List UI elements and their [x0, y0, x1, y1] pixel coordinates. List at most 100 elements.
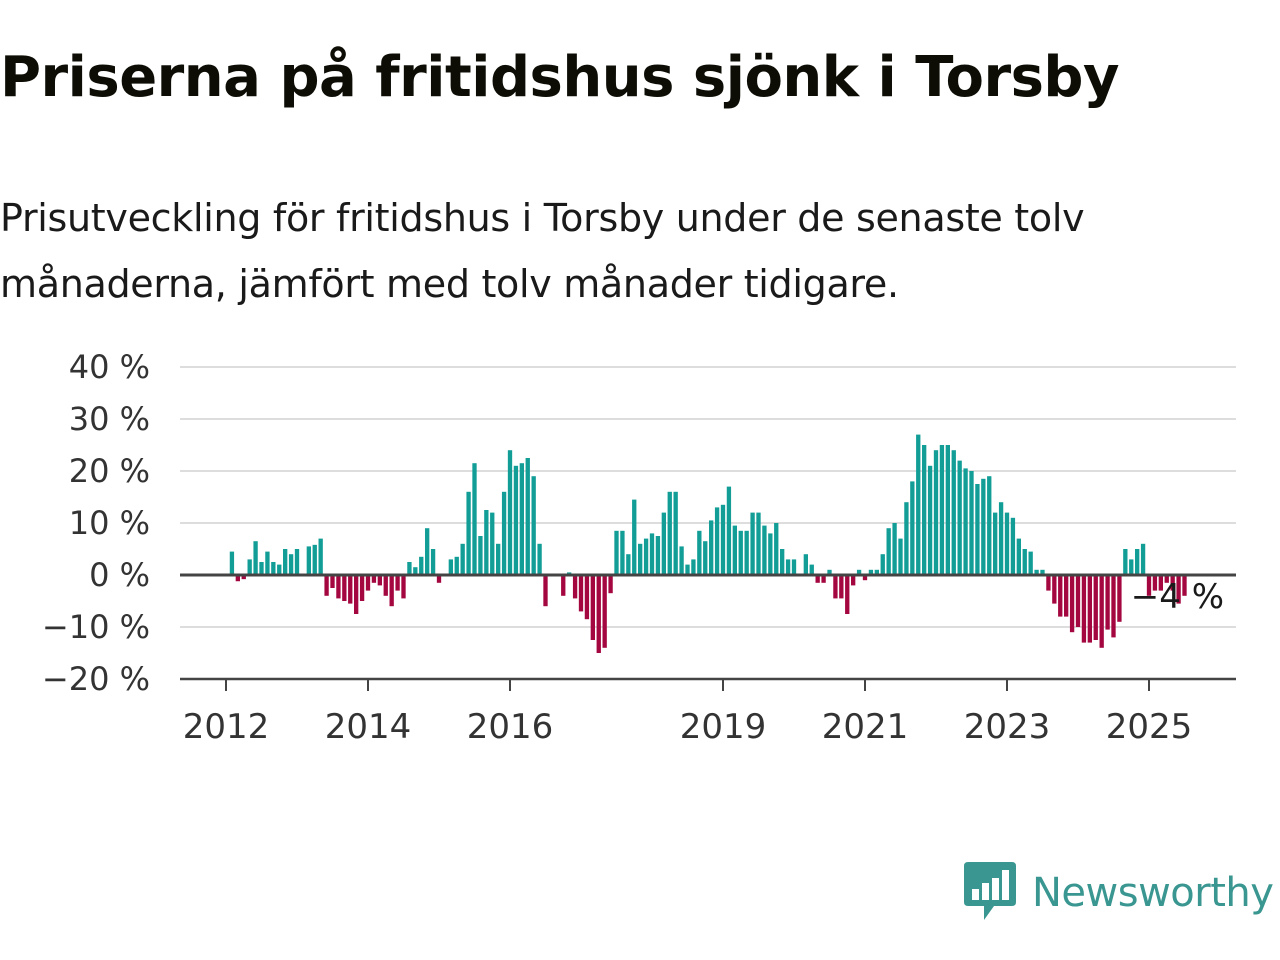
- bar: [945, 445, 950, 575]
- bar: [608, 575, 613, 594]
- bar: [419, 556, 424, 575]
- bar: [780, 549, 785, 575]
- bar: [513, 465, 519, 575]
- bar: [839, 575, 844, 599]
- bar: [1081, 575, 1087, 643]
- bar: [1099, 575, 1104, 648]
- bar: [425, 528, 430, 575]
- bar: [448, 559, 453, 575]
- bar: [1158, 575, 1163, 591]
- bar: [856, 569, 862, 575]
- bar: [478, 536, 483, 575]
- bar: [1040, 569, 1045, 575]
- x-tick-label: 2012: [183, 707, 270, 747]
- bar: [590, 575, 595, 640]
- bar: [294, 549, 300, 575]
- bar: [561, 575, 566, 596]
- bar: [1016, 538, 1021, 575]
- bar: [614, 530, 619, 575]
- bar: [460, 543, 465, 575]
- bar: [738, 530, 743, 575]
- bar: [584, 575, 590, 620]
- bar: [1176, 575, 1181, 604]
- bar: [454, 556, 459, 575]
- bar: [803, 554, 808, 575]
- bar: [756, 512, 761, 575]
- bar: [1034, 569, 1039, 575]
- bar: [436, 575, 442, 583]
- bar: [821, 575, 826, 583]
- y-tick-label: 20 %: [69, 452, 150, 490]
- bar: [691, 559, 696, 575]
- bar: [845, 575, 850, 614]
- bar: [880, 554, 885, 575]
- brand-name: Newsworthy: [1032, 870, 1274, 916]
- bar: [395, 575, 400, 591]
- bar: [1105, 575, 1110, 630]
- bar: [862, 575, 868, 581]
- bar: [703, 541, 708, 575]
- bar: [1164, 575, 1169, 583]
- bar: [892, 523, 897, 575]
- bar: [632, 499, 637, 575]
- bar: [809, 564, 814, 575]
- bar: [496, 543, 501, 575]
- bar: [229, 551, 235, 575]
- bar: [312, 544, 317, 575]
- bar: [910, 481, 915, 575]
- bar: [726, 486, 732, 575]
- bar: [377, 575, 382, 586]
- bar: [904, 502, 909, 575]
- bar: [288, 554, 294, 575]
- bar: [519, 463, 524, 575]
- axes: [180, 573, 1236, 691]
- bar: [963, 468, 968, 575]
- bar: [235, 575, 240, 582]
- bar: [916, 434, 921, 575]
- value-annotation: −4 %: [1131, 577, 1224, 617]
- bar: [851, 575, 856, 586]
- bar: [714, 507, 720, 575]
- bar: [1182, 575, 1187, 596]
- bar: [750, 512, 755, 575]
- bar: [354, 575, 359, 614]
- bar: [732, 525, 737, 575]
- bar: [673, 491, 678, 575]
- bar: [643, 538, 649, 575]
- bar: [271, 562, 276, 575]
- bar: [626, 554, 631, 575]
- bar: [318, 538, 323, 575]
- bar: [247, 559, 252, 575]
- bar: [1069, 575, 1075, 633]
- gridlines: [180, 366, 1236, 628]
- bar: [685, 564, 690, 575]
- bar: [1123, 549, 1128, 575]
- bar: [1093, 575, 1098, 640]
- bar: [277, 564, 282, 575]
- y-tick-label: 0 %: [89, 556, 150, 594]
- bar: [785, 559, 791, 575]
- y-tick-label: −20 %: [42, 660, 150, 698]
- bar: [543, 575, 548, 607]
- bar: [578, 575, 584, 612]
- bar: [649, 533, 655, 575]
- bar: [720, 504, 726, 575]
- bars: [229, 434, 1187, 653]
- bar: [975, 484, 980, 575]
- bar: [993, 512, 998, 575]
- bar: [1058, 575, 1063, 617]
- bar: [259, 562, 264, 575]
- y-tick-label: 10 %: [69, 504, 150, 542]
- bar: [1117, 575, 1122, 622]
- bar: [430, 549, 436, 575]
- bar: [815, 575, 820, 583]
- bar: [791, 559, 797, 575]
- x-tick-label: 2021: [822, 707, 909, 747]
- bar: [1111, 575, 1116, 638]
- bar: [655, 536, 661, 575]
- bar: [679, 546, 684, 575]
- y-tick-label: 30 %: [69, 400, 150, 438]
- bar: [998, 502, 1004, 575]
- bar: [927, 465, 933, 575]
- bar: [709, 520, 714, 575]
